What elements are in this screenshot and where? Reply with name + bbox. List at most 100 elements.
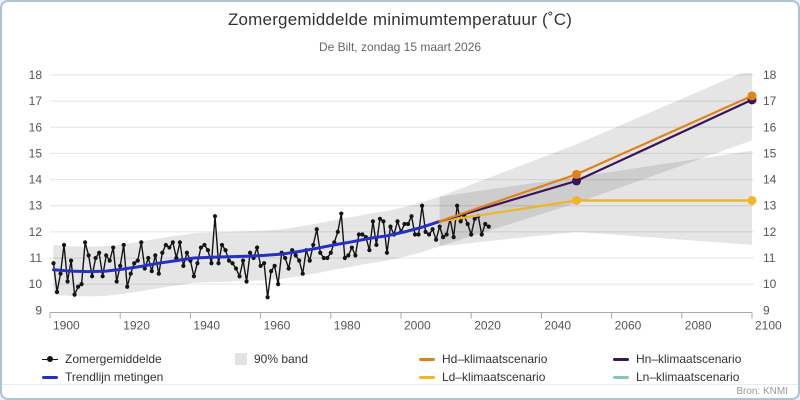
measurement-point — [402, 221, 407, 227]
x-axis-label: 1960 — [264, 319, 291, 333]
measurement-point — [444, 232, 449, 237]
measurement-point — [465, 221, 470, 227]
measurement-point — [434, 237, 439, 242]
measurement-point — [335, 229, 340, 234]
measurement-point — [167, 245, 172, 250]
measurement-point — [160, 250, 165, 255]
measurement-point — [297, 258, 302, 263]
legend-label: Trendlijn metingen — [65, 370, 164, 384]
measurement-point — [184, 250, 189, 255]
legend-label: Zomergemiddelde — [65, 352, 162, 366]
legend-item-ln: Ln–klimaatscenario — [613, 370, 739, 384]
y-axis-label-right: 14 — [763, 173, 777, 187]
x-axis-label: 1940 — [193, 319, 220, 333]
measurement-point — [254, 245, 260, 250]
y-axis-label-left: 9 — [35, 303, 42, 317]
measurement-point — [311, 242, 316, 248]
ld-scenario-point — [747, 195, 757, 205]
source-credit: Bron: KNMI — [736, 386, 788, 397]
measurement-point — [226, 258, 232, 263]
measurement-point — [472, 216, 477, 221]
measurement-point — [353, 253, 358, 258]
measurement-point — [139, 240, 144, 245]
measurement-point — [58, 271, 63, 276]
measurement-point — [325, 255, 330, 261]
measurement-point — [409, 214, 414, 219]
measurement-point — [286, 266, 291, 271]
x-axis-label: 2080 — [685, 319, 712, 333]
measurement-point — [202, 242, 207, 248]
measurement-point — [262, 261, 267, 266]
measurement-point — [283, 255, 288, 261]
measurement-point — [339, 211, 344, 216]
legend-item-trendlijn-metingen: Trendlijn metingen — [42, 370, 163, 384]
measurement-point — [441, 234, 446, 240]
y-axis-label-right: 9 — [763, 303, 770, 317]
measurement-point — [395, 219, 400, 224]
measurement-point — [314, 227, 319, 232]
legend-label: Hd–klimaatscenario — [442, 352, 548, 366]
measurement-point — [209, 261, 214, 266]
measurement-point — [181, 263, 186, 268]
chart-subtitle: De Bilt, zondag 15 maart 2026 — [318, 40, 482, 54]
y-axis-label-right: 16 — [763, 120, 777, 134]
measurement-point — [61, 242, 67, 248]
measurement-point — [328, 250, 333, 255]
measurement-point — [68, 258, 74, 263]
legend-item-zomergemiddelde: Zomergemiddelde — [42, 352, 162, 366]
y-axis-label-left: 14 — [29, 173, 43, 187]
measurement-point — [247, 250, 253, 255]
ld-scenario-point — [572, 195, 581, 205]
legend-item-ld: Ld–klimaatscenario — [419, 370, 545, 384]
measurement-point — [265, 295, 270, 300]
measurement-point — [219, 242, 225, 248]
band-h-scenarios — [439, 73, 752, 247]
measurement-point — [318, 250, 323, 255]
measurement-point — [118, 263, 123, 268]
measurement-point — [191, 274, 197, 279]
measurement-point — [205, 248, 211, 253]
x-axis-label: 2000 — [404, 319, 431, 333]
measurement-point — [125, 284, 130, 289]
legend-band-swatch — [235, 353, 247, 365]
measurement-point — [405, 221, 411, 227]
measurement-point — [146, 255, 151, 261]
measurement-point — [423, 229, 428, 234]
x-axis-label: 2060 — [615, 319, 642, 333]
measurement-point — [388, 224, 393, 229]
y-axis-label-right: 11 — [763, 251, 776, 265]
y-axis-label-left: 16 — [29, 120, 43, 134]
y-axis-label-left: 13 — [29, 199, 43, 213]
measurement-point — [483, 221, 488, 227]
y-axis-label-right: 13 — [763, 199, 777, 213]
measurement-point — [430, 227, 435, 232]
legend-line-marker — [419, 375, 435, 379]
measurement-point — [156, 271, 161, 276]
measurement-point — [83, 240, 88, 245]
measurement-point — [307, 258, 312, 263]
measurement-point — [370, 219, 376, 224]
measurement-point — [90, 274, 95, 279]
measurement-point — [149, 268, 154, 274]
measurement-point — [240, 258, 246, 263]
x-axis-label: 1900 — [53, 319, 80, 333]
legend-label: Hn–klimaatscenario — [636, 352, 742, 366]
measurement-point — [111, 245, 116, 250]
measurement-point — [153, 253, 158, 258]
measurement-point — [360, 232, 365, 237]
measurement-point — [177, 240, 182, 245]
measurement-point — [72, 292, 77, 297]
hn-scenario-point — [572, 176, 581, 186]
measurement-point — [419, 203, 425, 208]
y-axis-label-right: 10 — [763, 277, 777, 291]
legend-item-hn: Hn–klimaatscenario — [613, 352, 741, 366]
measurement-point — [216, 261, 221, 266]
measurement-point — [163, 242, 168, 248]
measurement-point — [121, 242, 126, 248]
measurement-point — [426, 232, 432, 237]
y-axis-label-left: 17 — [29, 94, 43, 108]
measurement-point — [367, 248, 372, 253]
measurement-point — [479, 232, 484, 237]
measurement-point — [346, 253, 351, 258]
chart-title: Zomergemiddelde minimumtemperatuur (˚C) — [227, 10, 573, 29]
